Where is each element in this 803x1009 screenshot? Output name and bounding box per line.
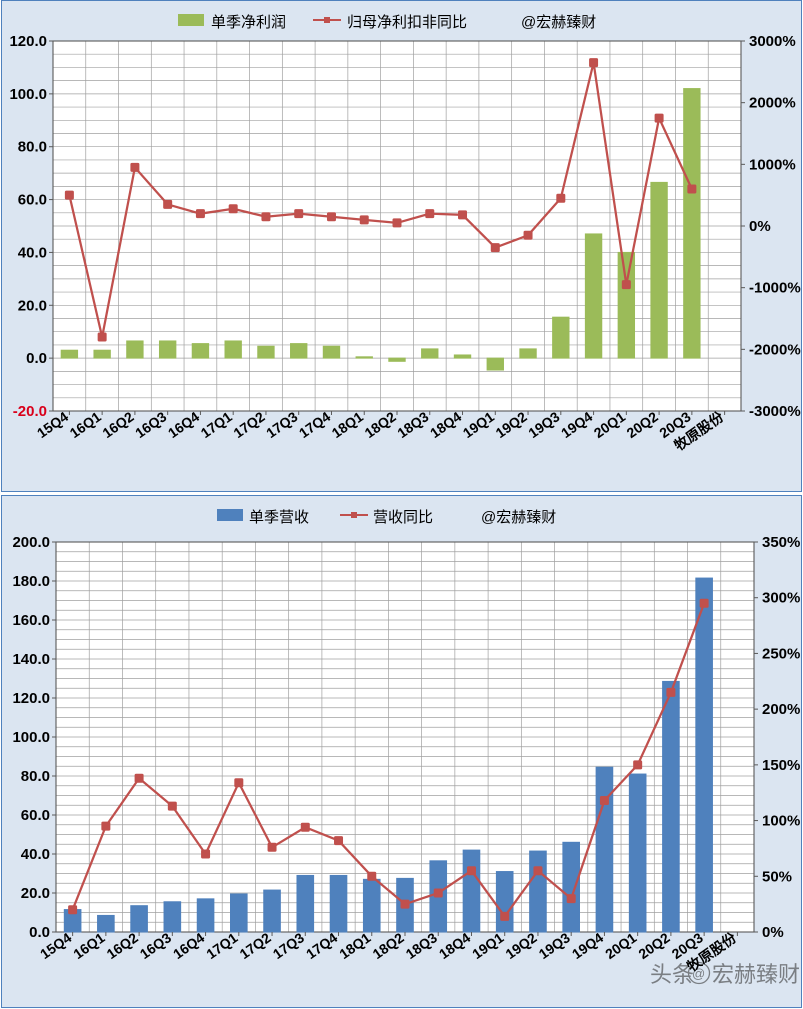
- svg-text:100.0: 100.0: [12, 729, 50, 746]
- svg-text:19Q4: 19Q4: [558, 408, 595, 441]
- svg-text:3000%: 3000%: [749, 33, 796, 50]
- svg-text:160.0: 160.0: [12, 612, 50, 629]
- svg-text:17Q2: 17Q2: [230, 408, 267, 441]
- svg-text:20Q2: 20Q2: [635, 929, 672, 962]
- svg-text:18Q1: 18Q1: [329, 408, 366, 441]
- svg-text:180.0: 180.0: [12, 573, 50, 590]
- svg-text:300%: 300%: [762, 590, 800, 607]
- svg-text:17Q2: 17Q2: [237, 929, 274, 962]
- svg-text:19Q2: 19Q2: [502, 929, 539, 962]
- svg-text:16Q4: 16Q4: [170, 929, 207, 962]
- svg-text:-3000%: -3000%: [749, 403, 801, 420]
- svg-text:19Q1: 19Q1: [469, 929, 506, 962]
- svg-text:-2000%: -2000%: [749, 341, 801, 358]
- svg-text:20Q1: 20Q1: [602, 929, 639, 962]
- svg-text:40.0: 40.0: [21, 846, 50, 863]
- svg-text:17Q1: 17Q1: [203, 929, 240, 962]
- svg-text:150%: 150%: [762, 757, 800, 774]
- svg-text:18Q2: 18Q2: [361, 408, 398, 441]
- svg-text:80.0: 80.0: [21, 768, 50, 785]
- svg-text:19Q3: 19Q3: [525, 408, 562, 441]
- svg-text:0%: 0%: [749, 218, 771, 235]
- svg-text:20.0: 20.0: [18, 297, 47, 314]
- svg-text:16Q3: 16Q3: [137, 929, 174, 962]
- svg-text:18Q3: 18Q3: [394, 408, 431, 441]
- svg-text:0.0: 0.0: [29, 924, 50, 941]
- svg-text:0.0: 0.0: [26, 350, 47, 367]
- svg-text:0%: 0%: [762, 924, 784, 941]
- svg-text:16Q3: 16Q3: [132, 408, 169, 441]
- svg-text:20.0: 20.0: [21, 885, 50, 902]
- svg-text:18Q1: 18Q1: [336, 929, 373, 962]
- svg-text:-20.0: -20.0: [13, 403, 47, 420]
- svg-text:17Q3: 17Q3: [270, 929, 307, 962]
- svg-text:16Q2: 16Q2: [99, 408, 136, 441]
- svg-text:-1000%: -1000%: [749, 280, 801, 297]
- svg-text:200%: 200%: [762, 701, 800, 718]
- svg-text:1000%: 1000%: [749, 156, 796, 173]
- svg-text:350%: 350%: [762, 534, 800, 551]
- svg-text:17Q4: 17Q4: [296, 408, 333, 441]
- svg-text:20Q1: 20Q1: [591, 408, 628, 441]
- svg-text:120.0: 120.0: [9, 33, 47, 50]
- svg-text:16Q1: 16Q1: [67, 408, 104, 441]
- svg-text:17Q4: 17Q4: [303, 929, 340, 962]
- svg-text:19Q3: 19Q3: [536, 929, 573, 962]
- svg-text:250%: 250%: [762, 645, 800, 662]
- svg-text:16Q4: 16Q4: [165, 408, 202, 441]
- svg-text:宏赫臻财: 宏赫臻财: [712, 962, 800, 987]
- svg-text:80.0: 80.0: [18, 139, 47, 156]
- svg-text:200.0: 200.0: [12, 534, 50, 551]
- svg-text:18Q4: 18Q4: [436, 929, 473, 962]
- svg-text:120.0: 120.0: [12, 690, 50, 707]
- svg-text:100.0: 100.0: [9, 86, 47, 103]
- svg-text:140.0: 140.0: [12, 651, 50, 668]
- svg-text:19Q1: 19Q1: [460, 408, 497, 441]
- svg-text:60.0: 60.0: [21, 807, 50, 824]
- svg-text:100%: 100%: [762, 813, 800, 830]
- svg-text:50%: 50%: [762, 868, 792, 885]
- svg-text:19Q4: 19Q4: [569, 929, 606, 962]
- svg-text:18Q4: 18Q4: [427, 408, 464, 441]
- svg-text:18Q3: 18Q3: [403, 929, 440, 962]
- svg-text:60.0: 60.0: [18, 192, 47, 209]
- svg-text:19Q2: 19Q2: [493, 408, 530, 441]
- svg-text:18Q2: 18Q2: [369, 929, 406, 962]
- svg-text:17Q1: 17Q1: [198, 408, 235, 441]
- svg-text:20Q2: 20Q2: [624, 408, 661, 441]
- svg-text:40.0: 40.0: [18, 244, 47, 261]
- svg-text:16Q1: 16Q1: [70, 929, 107, 962]
- svg-text:16Q2: 16Q2: [104, 929, 141, 962]
- svg-text:17Q3: 17Q3: [263, 408, 300, 441]
- svg-text:2000%: 2000%: [749, 95, 796, 112]
